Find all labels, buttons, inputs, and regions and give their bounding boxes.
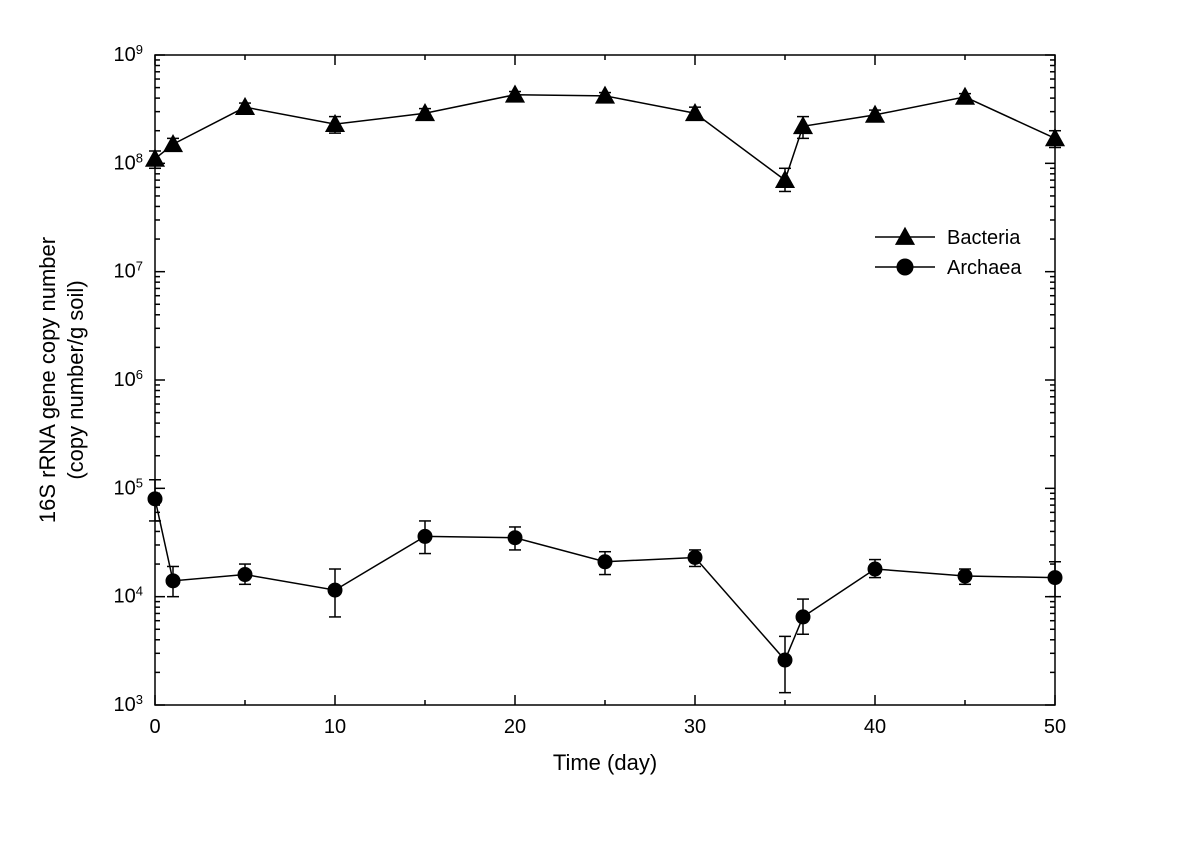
svg-text:0: 0: [149, 716, 160, 738]
svg-text:10: 10: [324, 716, 346, 738]
svg-text:Bacteria: Bacteria: [947, 227, 1021, 249]
svg-text:20: 20: [504, 716, 526, 738]
svg-text:Time (day): Time (day): [553, 750, 657, 775]
gene-copy-chart: 01020304050103104105106107108109Time (da…: [0, 0, 1183, 846]
svg-text:40: 40: [864, 716, 886, 738]
svg-text:16S rRNA gene copy number: 16S rRNA gene copy number: [35, 237, 60, 523]
svg-text:30: 30: [684, 716, 706, 738]
svg-text:50: 50: [1044, 716, 1066, 738]
svg-text:(copy number/g soil): (copy number/g soil): [63, 280, 88, 479]
chart-container: 01020304050103104105106107108109Time (da…: [0, 0, 1183, 846]
svg-text:Archaea: Archaea: [947, 257, 1022, 279]
